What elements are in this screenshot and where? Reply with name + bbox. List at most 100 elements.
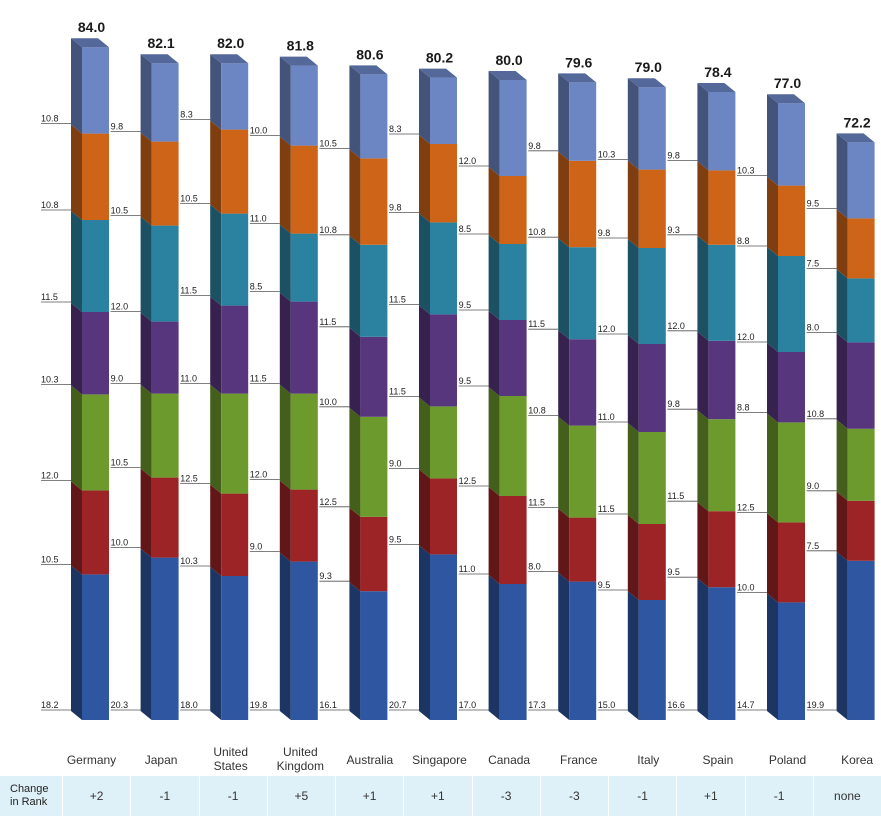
bar-segment [151, 321, 179, 394]
bar-segment-side [349, 582, 361, 720]
segment-value-label: 11.5 [528, 498, 545, 508]
bar-segment [708, 340, 736, 420]
segment-value-label: 8.8 [737, 402, 750, 412]
bar-segment [847, 500, 875, 561]
bar-group: 14.7 10.0 12.5 8.8 12.0 8.8 10.3 77.0 Poland [737, 75, 806, 767]
segment-value-label: 8.5 [459, 224, 472, 234]
segment-value-label: 12.5 [737, 502, 755, 512]
bar-segment-side [836, 551, 848, 720]
segment-value-label: 12.0 [250, 470, 268, 480]
bar-top-face [627, 78, 666, 88]
rank-change-cell: -1 [198, 776, 267, 816]
bar-segment [221, 576, 249, 720]
bar-segment [499, 320, 527, 396]
bar-total-label: 80.0 [495, 52, 522, 68]
bar-segment-side [279, 292, 291, 394]
bar-segment [290, 393, 318, 490]
segment-value-label: 8.3 [389, 124, 402, 134]
bar-segment-side [210, 296, 222, 394]
bar-segment [638, 344, 666, 432]
bar-group: 19.8 9.0 12.0 11.5 8.5 11.0 10.0 81.8 United King… [249, 38, 324, 773]
segment-value-label: 9.8 [528, 141, 541, 151]
bar-segment-side [836, 419, 848, 501]
bar-segment-side [558, 238, 570, 340]
segment-value-label: 9.0 [250, 542, 263, 552]
bar-segment [360, 74, 388, 159]
rank-change-cell: none [812, 776, 881, 816]
segment-value-label: 11.5 [250, 374, 267, 384]
bar-segment [290, 145, 318, 234]
bar-segment [569, 517, 597, 582]
segment-value-label: 10.8 [807, 409, 825, 419]
segment-value-label: 10.3 [598, 150, 616, 160]
bar-segment [847, 560, 875, 720]
bar-segment-side [71, 565, 82, 720]
bar-segment-side [558, 508, 570, 582]
bar-segment [290, 301, 318, 394]
segment-value-label: 11.5 [41, 292, 58, 302]
segment-value-label: 14.7 [737, 700, 755, 710]
bar-segment [499, 176, 527, 244]
segment-value-label: 12.0 [41, 470, 59, 480]
bar-group: 17.3 8.0 11.5 10.8 11.5 10.8 9.8 79.6 France [528, 54, 598, 767]
bar-segment [708, 587, 736, 720]
bar-segment [360, 244, 388, 337]
segment-value-label: 10.3 [180, 556, 198, 566]
rank-change-cell: +5 [266, 776, 335, 816]
bar-segment-side [71, 303, 82, 395]
bar-segment-side [279, 224, 291, 302]
segment-value-label: 20.7 [389, 700, 407, 710]
segment-value-label: 10.0 [250, 126, 268, 136]
bar-segment [778, 602, 805, 720]
bar-segment [360, 416, 388, 517]
segment-value-label: 10.8 [41, 200, 59, 210]
bar-segment-side [349, 149, 361, 245]
segment-value-label: 9.5 [598, 580, 611, 590]
bar-segment [221, 63, 249, 130]
bar-segment [499, 584, 527, 720]
bar-segment [499, 244, 527, 320]
bar-segment-side [836, 133, 848, 219]
bar-group: 16.6 9.5 11.5 9.8 12.0 9.3 9.8 78.4 Spain [667, 64, 736, 767]
segment-value-label: 12.0 [598, 324, 616, 334]
bar-segment-side [767, 513, 778, 603]
bar-segment [708, 92, 736, 171]
segment-value-label: 10.8 [528, 227, 546, 237]
bar-segment-side [558, 151, 570, 248]
segment-value-label: 10.8 [319, 225, 337, 235]
bar-segment-side [488, 167, 500, 244]
bar-segment-side [558, 416, 570, 518]
segment-value-label: 12.0 [459, 156, 477, 166]
bar-segment [569, 581, 597, 720]
segment-value-label: 10.5 [111, 458, 129, 468]
bar-segment-side [627, 78, 639, 170]
bar-segment-side [210, 54, 222, 130]
bar-segment [778, 185, 805, 256]
change-in-rank-header: Change in Rank [0, 776, 62, 816]
bar-total-label: 79.0 [635, 59, 662, 75]
bar-segment-side [71, 124, 82, 220]
bar-segment-side [279, 480, 291, 562]
bar-segment [847, 428, 875, 501]
bar-segment-side [697, 83, 709, 171]
bar-segment [778, 352, 805, 423]
bar-segment-side [140, 384, 152, 478]
bar-segment [499, 396, 527, 496]
bar-segment-side [210, 384, 222, 494]
bar-total-label: 78.4 [704, 64, 731, 80]
bar-segment-side [349, 507, 361, 592]
bar-top-face [419, 68, 457, 78]
category-label: United States [213, 745, 248, 773]
bar-segment-side [558, 73, 570, 161]
segment-value-label: 8.5 [250, 282, 263, 292]
rank-change-cell: -1 [130, 776, 198, 816]
bar-segment-side [697, 578, 709, 720]
segment-value-label: 9.8 [389, 202, 402, 212]
change-in-rank-header-line2: in Rank [10, 796, 48, 808]
bar-group: 20.7 9.5 9.0 11.5 11.5 9.8 8.3 80.2 Singapore [389, 50, 467, 767]
segment-value-label: 9.8 [111, 122, 124, 132]
bar-segment-side [349, 235, 361, 337]
category-label: Korea [841, 753, 873, 767]
bar-segment [847, 342, 875, 429]
bar-segment-side [140, 132, 152, 226]
